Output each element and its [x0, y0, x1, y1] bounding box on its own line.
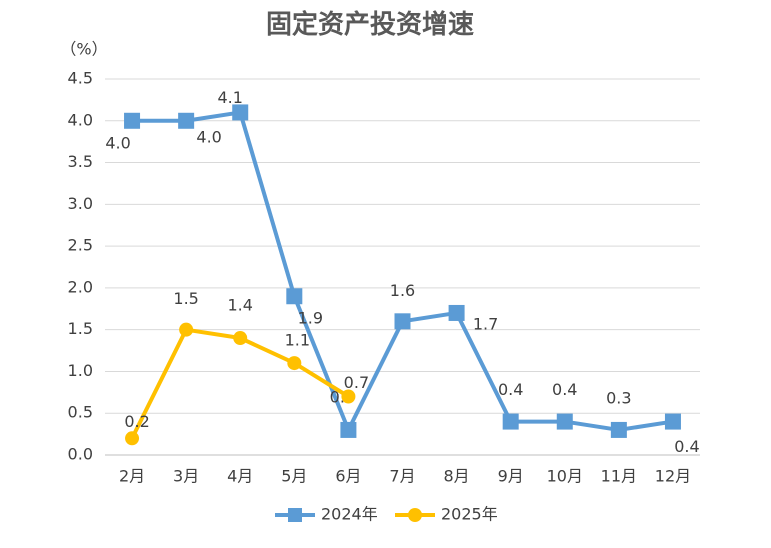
marker [448, 304, 465, 321]
x-tick-label: 10月 [547, 467, 583, 486]
y-axis-label: （%） [60, 40, 107, 59]
x-tick-label: 5月 [281, 467, 307, 486]
data-label: 1.6 [390, 281, 415, 300]
x-tick-label: 12月 [655, 467, 691, 486]
x-tick-label: 9月 [498, 467, 524, 486]
legend-label: 2025年 [441, 505, 498, 524]
y-tick-label: 1.5 [68, 319, 93, 338]
marker [394, 313, 411, 330]
marker [502, 413, 519, 430]
y-tick-label: 2.0 [68, 277, 93, 296]
marker [287, 356, 302, 371]
data-label: 4.0 [196, 127, 221, 146]
chart-title: 固定资产投资增速 [266, 9, 474, 40]
marker [610, 421, 627, 438]
data-label: 1.7 [473, 314, 498, 333]
marker [233, 331, 248, 346]
marker [124, 112, 141, 129]
data-label: 0.7 [344, 373, 369, 392]
legend-label: 2024年 [321, 505, 378, 524]
data-label: 0.4 [552, 380, 577, 399]
data-label: 0.2 [124, 412, 149, 431]
marker [664, 413, 681, 430]
marker [286, 288, 303, 305]
marker [232, 104, 249, 121]
x-tick-label: 7月 [389, 467, 415, 486]
y-tick-label: 4.5 [68, 69, 93, 88]
marker [125, 431, 140, 446]
x-tick-label: 3月 [173, 467, 199, 486]
x-tick-label: 8月 [443, 467, 469, 486]
data-label: 1.4 [228, 296, 253, 315]
data-label: 0.4 [498, 380, 523, 399]
x-tick-label: 6月 [335, 467, 361, 486]
marker [179, 322, 194, 337]
y-tick-label: 4.0 [68, 110, 93, 129]
data-label: 1.9 [298, 309, 323, 328]
marker [556, 413, 573, 430]
y-tick-label: 0.0 [68, 445, 93, 464]
marker [341, 389, 356, 404]
x-tick-label: 2月 [119, 467, 145, 486]
marker [340, 421, 357, 438]
y-tick-label: 1.0 [68, 361, 93, 380]
series-line [132, 110, 674, 432]
data-label: 4.0 [105, 133, 130, 152]
data-label: 1.5 [173, 289, 198, 308]
y-tick-label: 0.5 [68, 403, 93, 422]
y-tick-label: 2.5 [68, 236, 93, 255]
y-tick-label: 3.5 [68, 152, 93, 171]
x-tick-label: 11月 [601, 467, 637, 486]
y-tick-label: 3.0 [68, 194, 93, 213]
marker [178, 112, 195, 129]
x-tick-label: 4月 [227, 467, 253, 486]
data-label: 0.3 [606, 388, 631, 407]
data-label: 1.1 [285, 331, 310, 350]
legend-marker [288, 508, 302, 522]
data-label: 4.1 [218, 88, 243, 107]
data-label: 0.4 [674, 437, 699, 456]
legend-marker [408, 508, 422, 522]
